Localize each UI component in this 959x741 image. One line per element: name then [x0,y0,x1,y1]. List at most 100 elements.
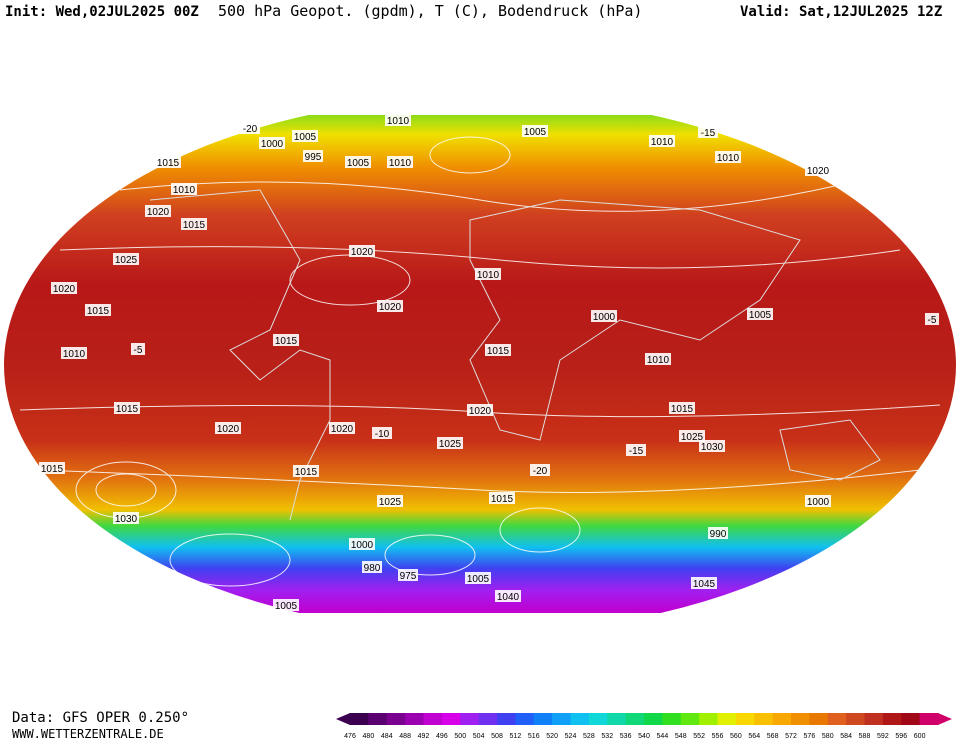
label-box [669,402,695,414]
isobar-label: 1000 [807,497,830,508]
isobar-label: 1020 [331,424,354,435]
legend-label: 576 [804,733,816,740]
isobar-label: -15 [629,446,644,457]
valid-time: Valid: Sat,12JUL2025 12Z [740,4,942,20]
label-box [747,308,773,320]
legend-swatch [423,713,443,725]
legend-swatch [625,713,645,725]
label-box [372,427,392,439]
label-box [329,422,355,434]
label-box [708,527,728,539]
isobar-label: 1020 [807,166,830,177]
label-box [377,300,403,312]
isobar-label: -5 [134,345,143,356]
coastlines [149,189,881,521]
legend-swatch [405,713,424,725]
isobar-label: 1000 [261,139,284,150]
label-box [293,465,319,477]
label-box [349,538,375,550]
legend-label: 520 [546,733,558,740]
isobar-label: 1040 [497,592,520,603]
legend-swatch [662,713,682,725]
isobar-label: 1015 [157,158,180,169]
isobar-label: 1015 [671,404,694,415]
label-box [155,156,181,168]
isobar-label: 1020 [469,406,492,417]
label-box [679,430,705,442]
legend-swatch [588,713,608,725]
isobar-label: 1025 [439,439,462,450]
label-box [699,440,725,452]
label-box [489,492,515,504]
legend-swatch [533,713,553,725]
label-box [181,218,207,230]
data-source: Data: GFS OPER 0.250° [12,710,189,726]
legend-label: 572 [785,733,797,740]
legend-label: 540 [638,733,650,740]
legend-swatch [478,713,498,725]
isobar-label: 1010 [387,116,410,127]
isobar-label: -20 [533,466,548,477]
label-box [273,599,299,611]
legend-label: 524 [565,733,577,740]
isobar-label: 1010 [173,185,196,196]
legend-swatch [441,713,461,725]
legend-swatch [901,713,921,725]
label-box [387,156,413,168]
legend-label: 480 [363,733,375,740]
isobar-label: 1005 [347,158,370,169]
isobar-label: 1010 [651,137,674,148]
label-box [649,135,675,147]
legend-swatch [460,713,480,725]
label-box [114,402,140,414]
isobar-label: 1020 [379,302,402,313]
isobar-label: 1010 [389,158,412,169]
legend-label: 580 [822,733,834,740]
label-box [259,137,285,149]
label-box [215,422,241,434]
legend-swatch [791,713,810,725]
legend-swatch [350,713,369,725]
isobar-label: 1045 [693,579,716,590]
legend-label: 548 [675,733,687,740]
label-box [240,122,260,134]
isobar-label: 1010 [63,349,86,360]
legend-swatch [699,713,718,725]
isobar-label: -10 [375,429,390,440]
isobar-label: 1015 [183,220,206,231]
legend-swatch [515,713,535,725]
label-box [467,404,493,416]
label-box [113,512,139,524]
legend-swatch [882,713,902,725]
legend-swatch [368,713,388,725]
legend-label: 552 [693,733,705,740]
label-box [39,462,65,474]
isobar-label: 1010 [477,270,500,281]
legend-swatch [827,713,847,725]
legend-label: 568 [767,733,779,740]
legend-swatch [644,713,663,725]
isobar-label: 1015 [275,336,298,347]
isobar-label: 1015 [491,494,514,505]
label-box [475,268,501,280]
legend-swatch [386,713,406,725]
isobar-label: 1010 [717,153,740,164]
legend-label: 588 [859,733,871,740]
legend-label: 488 [399,733,411,740]
legend-label: 544 [657,733,669,740]
isobar-label: 1025 [379,497,402,508]
label-box [398,569,418,581]
isobar-label: 1005 [524,127,547,138]
isobar-label: 1010 [647,355,670,366]
label-box [145,205,171,217]
init-time: Init: Wed,02JUL2025 00Z [5,4,199,20]
label-box [273,334,299,346]
legend-label: 508 [491,733,503,740]
legend-label: 512 [510,733,522,740]
label-box [805,164,831,176]
isobar-label: 1030 [115,514,138,525]
isobar-label: 1005 [749,310,772,321]
label-box [385,114,411,126]
isobar-label: 990 [710,529,727,540]
